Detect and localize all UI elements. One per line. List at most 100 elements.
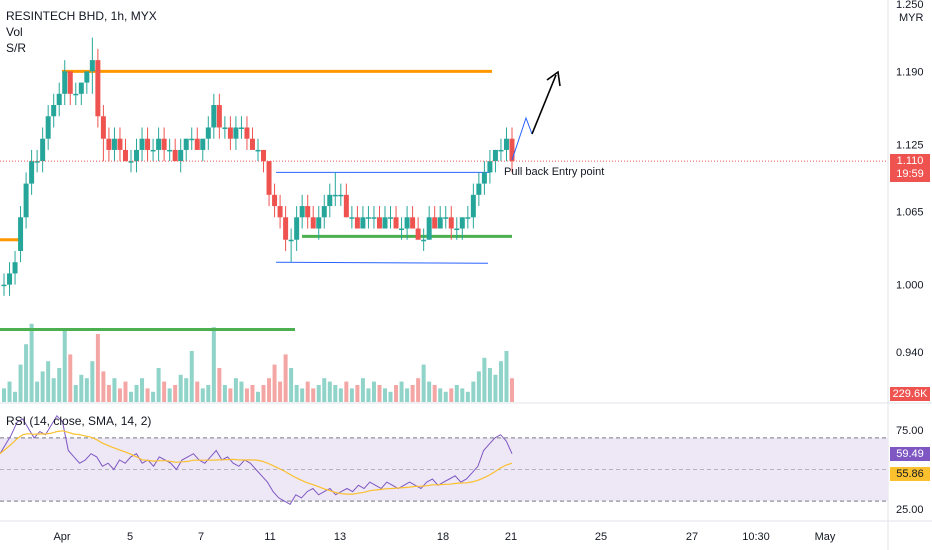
volume-bar [167, 388, 172, 402]
candle-body [122, 149, 128, 162]
volume-bar [399, 381, 404, 402]
price-badge: 1.110 19:59 [890, 154, 930, 182]
candle-body [7, 273, 13, 285]
candle-body [503, 138, 509, 150]
candle-body [106, 138, 112, 150]
volume-bar [344, 381, 349, 402]
volume-bar [454, 385, 459, 402]
candle-body [51, 105, 57, 117]
entry-annotation[interactable]: Pull back Entry point [504, 166, 605, 178]
volume-bar [134, 385, 139, 402]
volume-bar [123, 381, 128, 402]
volume-bar [112, 378, 117, 402]
vol-indicator-label[interactable]: Vol [6, 25, 23, 39]
volume-bar [13, 391, 18, 402]
currency-label: MYR [899, 12, 924, 24]
volume-bar [79, 374, 84, 402]
volume-bar [239, 381, 244, 402]
volume-bar [162, 381, 167, 402]
candle-body [310, 217, 316, 229]
volume-bar [366, 388, 371, 402]
volume-bar [278, 381, 283, 402]
volume-bar [200, 388, 205, 402]
candle-body [29, 161, 35, 184]
time-tick-label: 13 [334, 531, 346, 543]
price-tick-label: 1.190 [896, 66, 924, 78]
volume-bar [427, 381, 432, 402]
candle-body [18, 217, 24, 251]
candle-body [365, 217, 371, 219]
rsi-tick-label: 75.00 [896, 425, 924, 437]
volume-bar [90, 361, 95, 402]
sr-indicator-label[interactable]: S/R [6, 41, 27, 55]
candle-body [145, 138, 151, 150]
candle-body [294, 217, 300, 240]
price-tick-label: 1.125 [896, 139, 924, 151]
candle-body [172, 149, 178, 162]
volume-bar [250, 385, 255, 402]
candle-body [227, 127, 233, 139]
candle-body [371, 217, 377, 219]
candle-body [128, 161, 134, 163]
candle-body [134, 149, 140, 162]
volume-bar [211, 327, 216, 402]
candle-body [62, 71, 68, 94]
candle-body [321, 206, 327, 218]
candle-body [178, 149, 184, 162]
volume-bar [233, 378, 238, 402]
target-arrow-head [546, 70, 561, 87]
candle-body [89, 60, 95, 72]
candle-body [244, 127, 250, 139]
volume-bar [465, 391, 470, 402]
volume-bar [510, 378, 514, 402]
rsi-line [0, 414, 513, 505]
volume-bar [394, 385, 399, 402]
candle-body [1, 284, 7, 287]
candle-body [354, 217, 360, 229]
candle-body [376, 217, 382, 229]
rsi-sma-line [0, 430, 513, 495]
volume-bar [267, 378, 272, 402]
candle-body [404, 217, 410, 229]
candle-body [23, 183, 29, 218]
candle-body [481, 172, 487, 184]
volume-bar [40, 371, 45, 402]
candle-body [200, 138, 206, 150]
volume-bar [421, 364, 426, 402]
volume-bar [129, 391, 133, 402]
volume-bar [283, 354, 288, 402]
candle-body [421, 239, 427, 242]
volume-bar [156, 368, 161, 402]
volume-bar [95, 334, 100, 402]
rsi-label[interactable]: RSI (14, close, SMA, 14, 2) [6, 414, 152, 428]
candle-body [222, 127, 228, 129]
volume-bar [140, 378, 145, 402]
candle-body [498, 149, 504, 152]
volume-bar [493, 374, 498, 402]
time-tick-label: 27 [686, 531, 698, 543]
volume-bar [360, 378, 365, 402]
volume-bar [333, 385, 338, 402]
volume-bar [51, 378, 56, 402]
candle-body [283, 217, 289, 240]
time-tick-label: 18 [437, 531, 449, 543]
volume-bar [84, 378, 89, 402]
volume-bar [106, 385, 111, 402]
volume-bar [327, 381, 332, 402]
symbol-title[interactable]: RESINTECH BHD, 1h, MYX [6, 9, 157, 23]
candle-body [349, 217, 355, 219]
target-arrow-shaft [531, 74, 557, 135]
candle-body [56, 93, 62, 106]
candle-body [216, 105, 222, 128]
time-tick-label: 10:30 [742, 531, 770, 543]
candle-body [161, 138, 167, 150]
volume-bar [195, 381, 200, 402]
candle-body [249, 138, 255, 150]
volume-bar [228, 388, 233, 402]
volume-bar [449, 388, 454, 402]
candle-body [332, 194, 338, 197]
candle-body [255, 149, 261, 152]
time-tick-label: 5 [127, 531, 133, 543]
volume-bar [383, 388, 387, 402]
